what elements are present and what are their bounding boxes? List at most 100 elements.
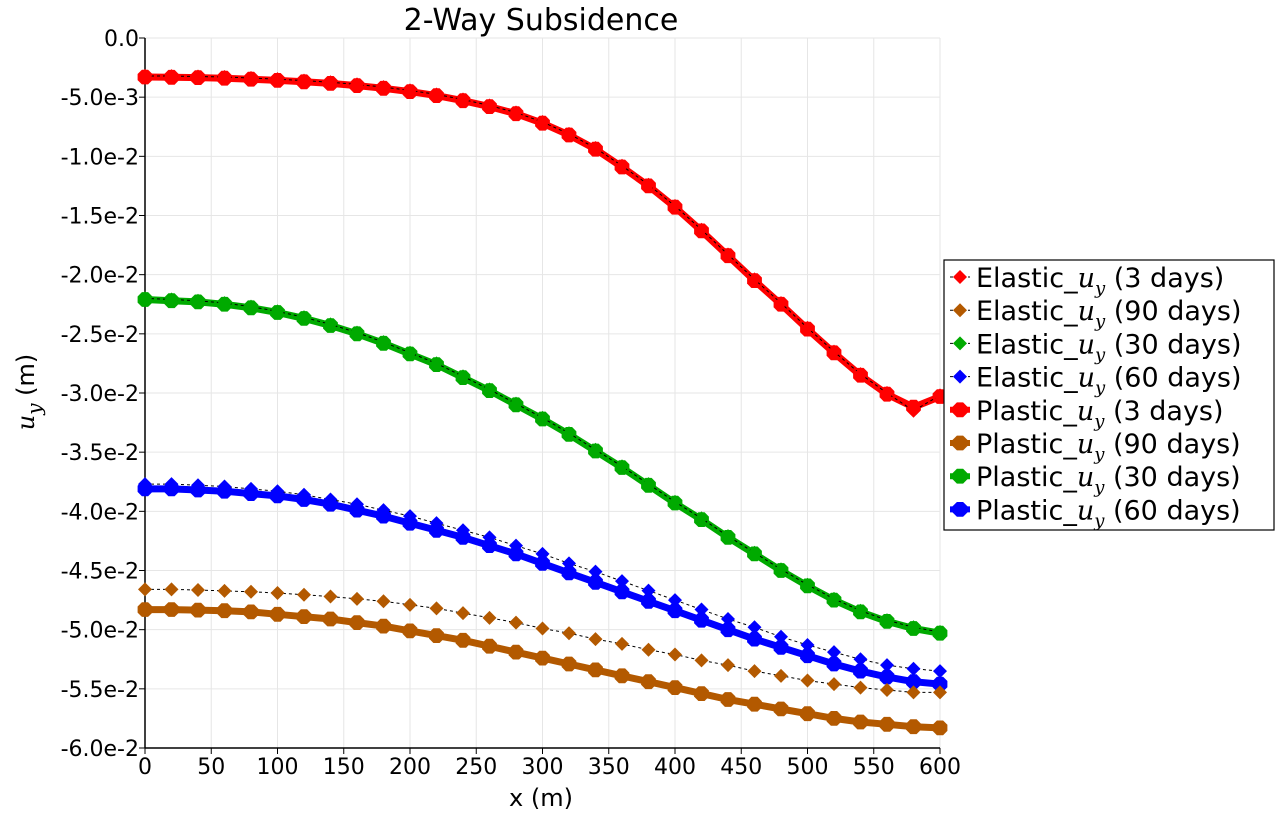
data-point (508, 546, 524, 562)
data-point (323, 611, 338, 627)
data-point (535, 650, 550, 666)
data-point (906, 674, 921, 690)
data-point (853, 652, 868, 667)
data-point (694, 602, 709, 617)
data-point (588, 662, 603, 678)
legend-label: Plastic_uy (90 days) (976, 429, 1241, 465)
data-point (482, 530, 497, 545)
data-point (402, 515, 418, 531)
data-point (615, 636, 629, 651)
data-point (164, 69, 179, 84)
data-point (297, 587, 311, 602)
data-point (694, 612, 709, 628)
data-point (906, 620, 921, 635)
data-point (561, 565, 577, 581)
legend-marker (952, 402, 968, 418)
data-point (455, 632, 471, 648)
data-point (588, 564, 603, 579)
data-point (641, 674, 656, 690)
data-point (376, 335, 391, 350)
data-point (482, 610, 497, 625)
data-point (906, 719, 921, 735)
x-tick-label: 100 (257, 755, 299, 780)
data-point (879, 716, 895, 732)
x-tick-label: 400 (654, 755, 696, 780)
data-point (138, 582, 152, 597)
data-point (615, 574, 629, 589)
data-point (350, 325, 364, 340)
data-point (164, 602, 179, 617)
data-point (853, 714, 868, 730)
data-point (429, 522, 444, 538)
data-point (906, 661, 921, 676)
data-point (774, 562, 788, 577)
data-point (482, 638, 497, 654)
data-point (800, 577, 815, 592)
legend-marker (952, 435, 968, 451)
data-point (376, 618, 391, 634)
data-point (641, 477, 656, 492)
data-point (800, 320, 815, 335)
data-point (270, 304, 285, 319)
data-point (535, 115, 550, 130)
data-point (244, 299, 258, 314)
data-point (429, 516, 444, 531)
y-tick-label: -3.0e-2 (61, 382, 139, 407)
y-tick-label: -2.0e-2 (61, 264, 139, 289)
legend-label: Elastic_uy (90 days) (976, 296, 1242, 332)
data-point (800, 673, 815, 688)
data-point (429, 356, 444, 371)
x-tick-label: 250 (455, 755, 497, 780)
data-point (933, 664, 947, 679)
data-point (164, 477, 179, 492)
y-tick-label: -5.0e-2 (61, 619, 139, 644)
data-point (747, 545, 762, 560)
data-point (509, 396, 523, 411)
x-tick-label: 350 (588, 755, 630, 780)
series-elastic-1 (138, 582, 947, 700)
data-point (721, 612, 735, 627)
data-point (323, 589, 338, 604)
data-point (721, 529, 735, 544)
data-point (403, 83, 417, 98)
data-point (800, 648, 815, 664)
data-point (827, 645, 841, 660)
data-point (376, 503, 391, 518)
x-tick-label: 500 (787, 755, 829, 780)
data-point (827, 591, 841, 606)
data-point (456, 369, 470, 384)
data-point (933, 685, 947, 700)
data-point (933, 625, 947, 640)
y-tick-label: -4.0e-2 (61, 500, 139, 525)
data-point (694, 653, 709, 668)
data-point (535, 546, 550, 561)
data-point (456, 92, 470, 107)
data-point (773, 640, 789, 655)
data-point (827, 344, 841, 359)
data-point (721, 247, 735, 262)
data-point (906, 403, 921, 418)
legend-item: Elastic_uy (60 days) (950, 363, 1242, 399)
x-tick-label: 550 (853, 755, 895, 780)
legend-label: Elastic_uy (3 days) (976, 263, 1224, 299)
data-point (323, 75, 338, 90)
series-elastic-3 (138, 477, 947, 679)
data-point (509, 105, 523, 120)
data-point (217, 70, 232, 85)
x-tick-label: 150 (323, 755, 365, 780)
data-point (217, 583, 232, 598)
data-point (376, 594, 391, 609)
data-point (535, 556, 550, 571)
data-point (270, 72, 285, 87)
data-point (509, 538, 523, 553)
data-point (297, 487, 311, 502)
data-point (138, 291, 152, 306)
data-point (323, 317, 338, 332)
data-point (562, 126, 576, 141)
data-point (562, 556, 576, 571)
data-point (800, 638, 815, 653)
data-point (138, 68, 152, 83)
data-point (217, 296, 232, 311)
data-point (774, 296, 788, 311)
data-point (720, 622, 736, 638)
